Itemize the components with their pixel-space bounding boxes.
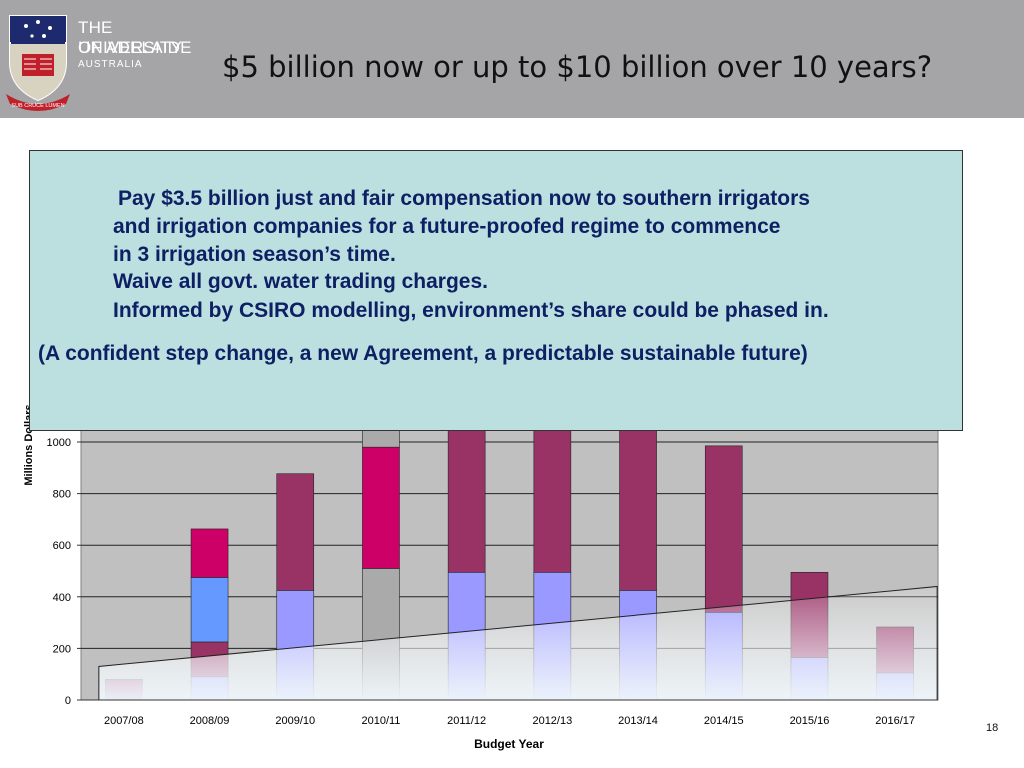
bar-segment (619, 429, 657, 591)
y-tick-label: 400 (53, 592, 71, 604)
bar-segment (190, 577, 229, 643)
university-name-line-2: OF ADELAIDE (78, 38, 192, 57)
y-tick-label: 1000 (47, 437, 71, 449)
x-tick-label: 2009/10 (275, 715, 315, 727)
x-tick-label: 2016/17 (875, 715, 915, 727)
callout-line-1: Pay $3.5 billion just and fair compensat… (118, 187, 810, 210)
x-tick-label: 2012/13 (532, 715, 572, 727)
x-tick-label: 2008/09 (190, 715, 230, 727)
y-axis-ticks: 0 200 400 600 800 1000 (47, 437, 81, 707)
x-tick-label: 2014/15 (704, 715, 744, 727)
callout-line-4: Waive all govt. water trading charges. (113, 270, 488, 293)
proposal-callout-box: Pay $3.5 billion just and fair compensat… (29, 150, 963, 431)
y-tick-label: 200 (53, 643, 71, 655)
university-logo: SUB CRUCE LUMEN THE UNIVERSITY OF ADELAI… (4, 14, 204, 114)
university-name-line-1: THE UNIVERSITY (78, 18, 183, 57)
y-tick-label: 600 (53, 540, 71, 552)
bar-segment (362, 446, 400, 569)
x-tick-label: 2010/11 (361, 715, 400, 727)
university-crest-icon: SUB CRUCE LUMEN (6, 15, 70, 111)
callout-line-6: (A confident step change, a new Agreemen… (38, 342, 808, 365)
x-tick-label: 2011/12 (447, 715, 486, 727)
callout-line-3: in 3 irrigation season’s time. (113, 243, 396, 266)
motto-text: SUB CRUCE LUMEN (11, 103, 64, 109)
x-axis-label: Budget Year (474, 737, 544, 751)
x-tick-label: 2013/14 (618, 715, 658, 727)
slide-number: 18 (986, 722, 999, 734)
x-tick-label: 2015/16 (790, 715, 830, 727)
callout-line-5: Informed by CSIRO modelling, environment… (113, 299, 829, 322)
bar-segment (704, 445, 743, 613)
slide-title: $5 billion now or up to $10 billion over… (222, 50, 933, 84)
x-axis-ticks: 2007/08 2008/09 2009/10 2010/11 2011/12 2012/… (104, 715, 915, 727)
bar-segment (276, 473, 315, 591)
bar-segment (447, 429, 486, 573)
x-tick-label: 2007/08 (104, 715, 144, 727)
bar-segment (362, 429, 400, 448)
bar-segment (190, 528, 229, 578)
y-tick-label: 0 (65, 695, 71, 707)
y-tick-label: 800 (53, 489, 71, 501)
bar-segment (533, 429, 572, 573)
university-name-line-3: AUSTRALIA (78, 59, 143, 70)
callout-line-2: and irrigation companies for a future-pr… (113, 215, 781, 238)
header-bar: SUB CRUCE LUMEN THE UNIVERSITY OF ADELAI… (0, 0, 1024, 118)
